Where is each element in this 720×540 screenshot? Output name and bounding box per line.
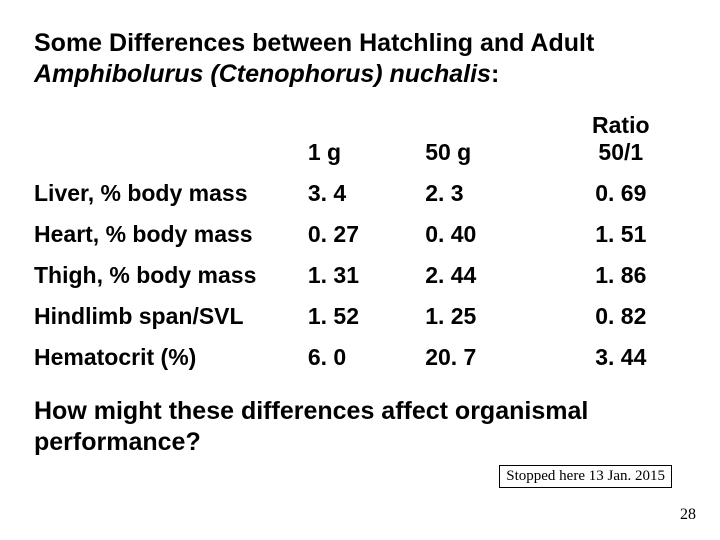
slide-title: Some Differences between Hatchling and A… (34, 28, 686, 91)
col-50g: 50 g (425, 105, 555, 173)
row-val-50g: 0. 40 (425, 214, 555, 255)
question-text: How might these differences affect organ… (34, 396, 686, 459)
row-label: Thigh, % body mass (34, 255, 308, 296)
ratio-label-line2: 50/1 (598, 139, 643, 165)
title-colon: : (491, 60, 499, 88)
row-val-50g: 2. 44 (425, 255, 555, 296)
table-body: Liver, % body mass 3. 4 2. 3 0. 69 Heart… (34, 173, 686, 378)
ratio-label-line1: Ratio (592, 112, 650, 138)
table-header-row: 1 g 50 g Ratio 50/1 (34, 105, 686, 173)
row-val-50g: 20. 7 (425, 337, 555, 378)
row-label: Hematocrit (%) (34, 337, 308, 378)
table-row: Hindlimb span/SVL 1. 52 1. 25 0. 82 (34, 296, 686, 337)
title-species: Amphibolurus (Ctenophorus) nuchalis (34, 60, 491, 88)
question-line2: performance? (34, 428, 201, 456)
table-row: Heart, % body mass 0. 27 0. 40 1. 51 (34, 214, 686, 255)
comparison-table: 1 g 50 g Ratio 50/1 Liver, % body mass 3… (34, 105, 686, 378)
row-val-1g: 6. 0 (308, 337, 425, 378)
row-val-ratio: 1. 86 (556, 255, 686, 296)
table-row: Liver, % body mass 3. 4 2. 3 0. 69 (34, 173, 686, 214)
row-val-1g: 3. 4 (308, 173, 425, 214)
row-label: Heart, % body mass (34, 214, 308, 255)
stopped-note-box: Stopped here 13 Jan. 2015 (499, 465, 672, 488)
row-val-ratio: 0. 82 (556, 296, 686, 337)
row-label: Liver, % body mass (34, 173, 308, 214)
page-number: 28 (680, 506, 696, 524)
row-label: Hindlimb span/SVL (34, 296, 308, 337)
table-row: Thigh, % body mass 1. 31 2. 44 1. 86 (34, 255, 686, 296)
row-val-ratio: 3. 44 (556, 337, 686, 378)
table-row: Hematocrit (%) 6. 0 20. 7 3. 44 (34, 337, 686, 378)
col-ratio: Ratio 50/1 (556, 105, 686, 173)
title-line1: Some Differences between Hatchling and A… (34, 29, 594, 57)
stopped-note-text: Stopped here 13 Jan. 2015 (506, 468, 665, 484)
row-val-50g: 1. 25 (425, 296, 555, 337)
col-empty (34, 105, 308, 173)
row-val-ratio: 1. 51 (556, 214, 686, 255)
col-1g: 1 g (308, 105, 425, 173)
row-val-ratio: 0. 69 (556, 173, 686, 214)
row-val-1g: 1. 31 (308, 255, 425, 296)
row-val-50g: 2. 3 (425, 173, 555, 214)
row-val-1g: 1. 52 (308, 296, 425, 337)
question-line1: How might these differences affect organ… (34, 397, 588, 425)
row-val-1g: 0. 27 (308, 214, 425, 255)
